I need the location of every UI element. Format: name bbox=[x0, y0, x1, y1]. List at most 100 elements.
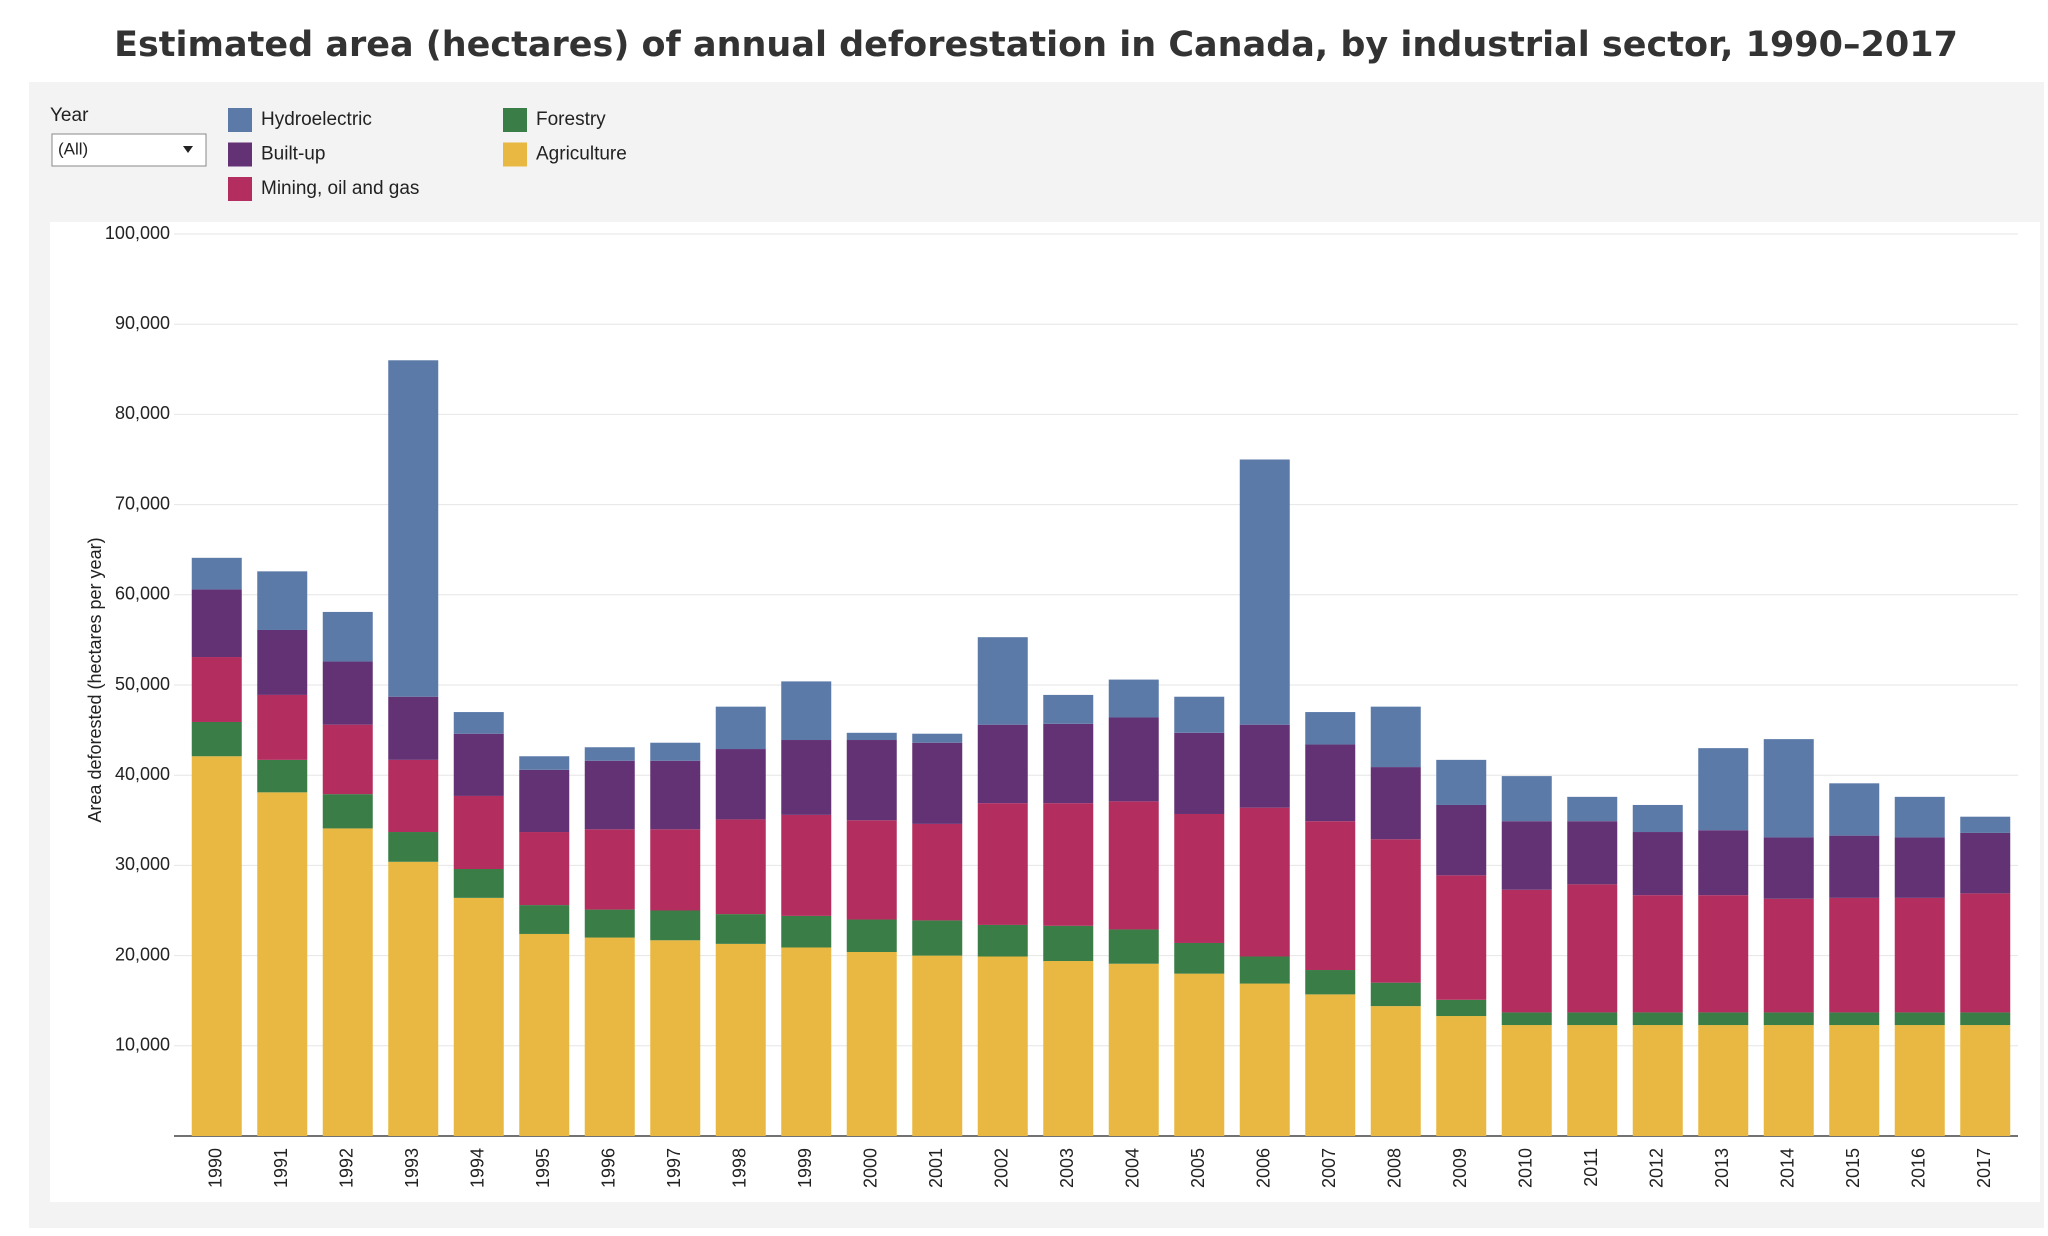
bar-segment bbox=[1829, 1012, 1880, 1026]
bar-segment bbox=[1698, 1025, 1749, 1136]
bar-segment bbox=[1043, 694, 1094, 724]
bar-segment bbox=[1239, 983, 1290, 1136]
bar-segment bbox=[1829, 1025, 1880, 1136]
x-tick-label: 1990 bbox=[206, 1148, 226, 1188]
bar-segment bbox=[1108, 717, 1159, 802]
bar-segment bbox=[715, 819, 766, 915]
bar-segment bbox=[1960, 816, 2011, 833]
bar-segment bbox=[1370, 767, 1421, 840]
bar-segment bbox=[715, 749, 766, 820]
bar-segment bbox=[1108, 929, 1159, 964]
bar-segment bbox=[715, 706, 766, 750]
x-tick-label: 2013 bbox=[1712, 1148, 1732, 1188]
x-tick-label: 2002 bbox=[992, 1148, 1012, 1188]
bar-segment bbox=[846, 740, 897, 821]
x-tick-label: 2016 bbox=[1909, 1148, 1929, 1188]
bar-segment bbox=[1567, 796, 1618, 822]
dropdown-value[interactable]: (All) bbox=[58, 139, 88, 158]
bar-segment bbox=[1305, 744, 1356, 822]
bar-segment bbox=[1436, 875, 1487, 1000]
bar-segment bbox=[1632, 832, 1683, 896]
bar-segment bbox=[1894, 796, 1945, 838]
bar-segment bbox=[191, 657, 242, 722]
x-tick-label: 2007 bbox=[1319, 1148, 1339, 1188]
bar-segment bbox=[1108, 679, 1159, 718]
bar-segment bbox=[453, 712, 504, 734]
bar-segment bbox=[977, 637, 1028, 725]
bar-segment bbox=[584, 829, 635, 910]
bar-segment bbox=[388, 861, 439, 1136]
dropdown-box[interactable] bbox=[51, 133, 207, 167]
bar-segment bbox=[322, 794, 373, 829]
x-tick-label: 2001 bbox=[926, 1148, 946, 1188]
x-tick-label: 2017 bbox=[1974, 1148, 1994, 1188]
bar-segment bbox=[1632, 1025, 1683, 1136]
bar-segment bbox=[1763, 1025, 1814, 1136]
bar-segment bbox=[191, 557, 242, 590]
y-tick-label: 80,000 bbox=[115, 403, 170, 423]
legend-label: Forestry bbox=[536, 109, 606, 130]
y-tick-label: 10,000 bbox=[115, 1035, 170, 1055]
bar-segment bbox=[1043, 723, 1094, 804]
bar-segment bbox=[1370, 839, 1421, 983]
y-axis-title: Area deforested (hectares per year) bbox=[85, 537, 105, 822]
bar-segment bbox=[650, 940, 701, 1136]
bar-segment bbox=[519, 756, 570, 770]
bar-segment bbox=[781, 740, 832, 815]
bar-segment bbox=[1108, 801, 1159, 930]
bar-segment bbox=[1108, 963, 1159, 1136]
dropdown-arrow[interactable] bbox=[183, 146, 193, 153]
legend-swatch bbox=[503, 142, 527, 167]
bar-segment bbox=[846, 820, 897, 920]
filter-label: Year bbox=[50, 105, 89, 126]
bar-segment bbox=[715, 943, 766, 1136]
bar-segment bbox=[191, 756, 242, 1136]
bar-segment bbox=[1632, 895, 1683, 1013]
bar-segment bbox=[257, 759, 308, 793]
bar-segment bbox=[322, 661, 373, 725]
year-dropdown[interactable]: (All) bbox=[51, 133, 207, 167]
bar-segment bbox=[1436, 1016, 1487, 1136]
bar-segment bbox=[1698, 748, 1749, 831]
x-tick-label: 2004 bbox=[1123, 1148, 1143, 1188]
bar-segment bbox=[781, 915, 832, 948]
bar-segment bbox=[1370, 706, 1421, 768]
bar-segment bbox=[1305, 994, 1356, 1136]
bar-segment bbox=[1239, 459, 1290, 725]
legend-label: Built-up bbox=[261, 144, 325, 165]
bar-segment bbox=[1829, 835, 1880, 898]
bar-segment bbox=[1632, 1012, 1683, 1026]
bar-segment bbox=[1960, 893, 2011, 1013]
bar-segment bbox=[650, 910, 701, 941]
bar-segment bbox=[388, 696, 439, 760]
bar-segment bbox=[584, 760, 635, 830]
bar-segment bbox=[1698, 1012, 1749, 1026]
bar-segment bbox=[191, 589, 242, 658]
x-tick-label: 2011 bbox=[1581, 1148, 1601, 1187]
bar-segment bbox=[912, 823, 963, 921]
x-tick-label: 2000 bbox=[861, 1148, 881, 1188]
x-tick-label: 1999 bbox=[795, 1148, 815, 1188]
bar-segment bbox=[1436, 804, 1487, 876]
bar-segment bbox=[257, 629, 308, 695]
bar-segment bbox=[519, 933, 570, 1136]
bar-segment bbox=[846, 919, 897, 952]
bar-segment bbox=[977, 724, 1028, 804]
bar-segment bbox=[1698, 895, 1749, 1013]
bar-segment bbox=[584, 909, 635, 938]
bar-segment bbox=[1174, 813, 1225, 943]
bar-segment bbox=[1567, 884, 1618, 1013]
bar-segment bbox=[1370, 982, 1421, 1007]
y-tick-label: 60,000 bbox=[115, 584, 170, 604]
x-tick-label: 1998 bbox=[730, 1148, 750, 1188]
bar-segment bbox=[1305, 970, 1356, 995]
bar-segment bbox=[1043, 961, 1094, 1136]
bar-segment bbox=[977, 956, 1028, 1136]
bar-segment bbox=[650, 829, 701, 911]
bar-segment bbox=[1436, 999, 1487, 1017]
bar-segment bbox=[1567, 821, 1618, 885]
bar-segment bbox=[1698, 830, 1749, 896]
bar-segment bbox=[1763, 837, 1814, 899]
bar-segment bbox=[1632, 804, 1683, 833]
